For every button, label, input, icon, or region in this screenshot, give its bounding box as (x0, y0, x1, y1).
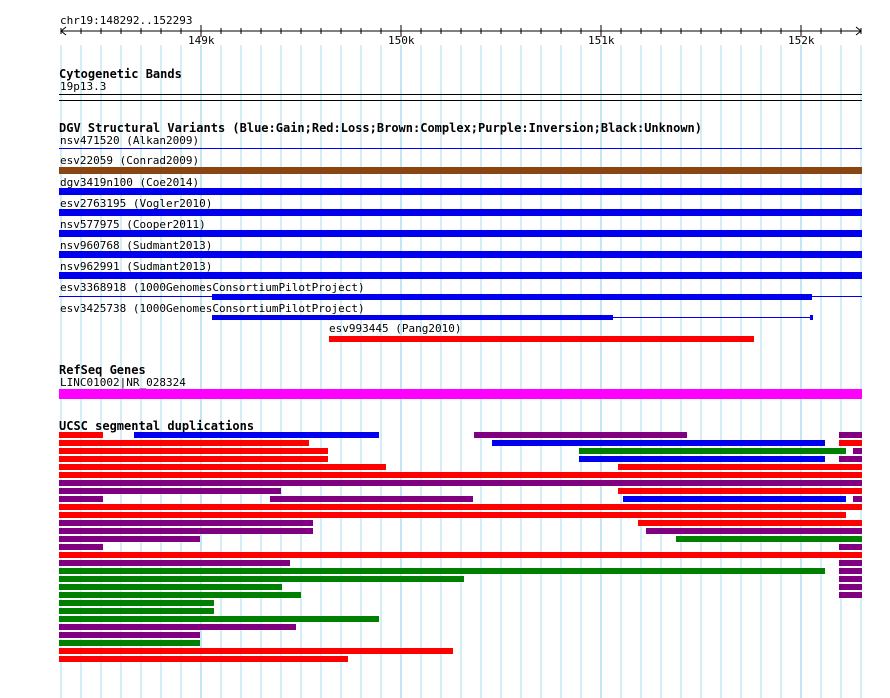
segdup-bar[interactable] (59, 448, 328, 454)
dgv-variant-bar[interactable] (329, 336, 754, 342)
segdup-bar[interactable] (59, 552, 862, 558)
dgv-variant-label: nsv960768 (Sudmant2013) (60, 239, 213, 252)
segdup-bar[interactable] (59, 600, 214, 606)
cytoband-line[interactable] (59, 94, 862, 95)
dgv-track-title: DGV Structural Variants (Blue:Gain;Red:L… (59, 121, 702, 135)
dgv-variant-label: nsv471520 (Alkan2009) (60, 134, 200, 147)
segdup-bar[interactable] (59, 488, 281, 494)
dgv-variant-bar[interactable] (59, 251, 862, 258)
cytoband-label: 19p13.3 (60, 80, 107, 93)
segdup-bar[interactable] (59, 640, 200, 646)
refseq-gene-bar[interactable] (59, 389, 862, 399)
segdup-bar[interactable] (59, 576, 464, 582)
segdup-bar[interactable] (646, 528, 862, 534)
segdup-bar[interactable] (59, 464, 386, 470)
dgv-variant-bar[interactable] (212, 294, 812, 300)
segdup-bar[interactable] (59, 496, 103, 502)
segdup-bar[interactable] (839, 432, 862, 438)
segdup-bar[interactable] (839, 440, 862, 446)
segdup-bar[interactable] (59, 472, 862, 478)
segdup-bar[interactable] (676, 536, 862, 542)
dgv-variant-label: esv3425738 (1000GenomesConsortiumPilotPr… (60, 302, 365, 315)
segdup-bar[interactable] (474, 432, 687, 438)
segdup-bar[interactable] (492, 440, 825, 446)
dgv-variant-label: esv993445 (Pang2010) (329, 322, 462, 335)
dgv-variant-label: nsv577975 (Cooper2011) (60, 218, 206, 231)
segdup-track-title: UCSC segmental duplications (59, 419, 255, 433)
dgv-variant-bar[interactable] (810, 315, 813, 320)
refseq-track-title: RefSeq Genes (59, 363, 146, 377)
segdup-bar[interactable] (134, 432, 379, 438)
segdup-bar[interactable] (59, 656, 348, 662)
dgv-variant-connector[interactable] (613, 317, 811, 318)
segdup-bar[interactable] (59, 648, 453, 654)
segdup-bar[interactable] (59, 608, 214, 614)
segdup-bar[interactable] (59, 512, 846, 518)
refseq-gene-label: LINC01002|NR_028324 (60, 376, 186, 389)
segdup-bar[interactable] (59, 584, 282, 590)
segdup-bar[interactable] (59, 480, 862, 486)
segdup-bar[interactable] (59, 568, 825, 574)
segdup-bar[interactable] (59, 528, 313, 534)
segdup-bar[interactable] (59, 616, 379, 622)
ruler[interactable] (0, 0, 890, 45)
dgv-variant-bar[interactable] (212, 315, 613, 320)
segdup-bar[interactable] (579, 448, 846, 454)
segdup-bar[interactable] (839, 568, 862, 574)
tick-label: 149k (188, 34, 215, 47)
dgv-variant-bar[interactable] (59, 167, 862, 174)
segdup-bar[interactable] (579, 456, 825, 462)
dgv-variant-bar[interactable] (59, 188, 862, 195)
tick-label: 152k (788, 34, 815, 47)
segdup-bar[interactable] (618, 488, 862, 494)
dgv-variant-label: esv2763195 (Vogler2010) (60, 197, 213, 210)
segdup-bar[interactable] (623, 496, 846, 502)
segdup-bar[interactable] (59, 504, 862, 510)
segdup-bar[interactable] (638, 520, 862, 526)
dgv-variant-label: nsv962991 (Sudmant2013) (60, 260, 213, 273)
segdup-bar[interactable] (839, 592, 862, 598)
segdup-bar[interactable] (59, 456, 328, 462)
segdup-bar[interactable] (59, 432, 103, 438)
segdup-bar[interactable] (839, 560, 862, 566)
segdup-bar[interactable] (59, 544, 103, 550)
segdup-bar[interactable] (839, 456, 862, 462)
segdup-bar[interactable] (839, 584, 862, 590)
dgv-variant-bar[interactable] (59, 272, 862, 279)
cytoband-track-title: Cytogenetic Bands (59, 67, 182, 81)
dgv-variant-bar[interactable] (59, 148, 862, 149)
segdup-bar[interactable] (853, 448, 862, 454)
dgv-variant-bar[interactable] (59, 209, 862, 216)
tick-label: 151k (588, 34, 615, 47)
tick-label: 150k (388, 34, 415, 47)
dgv-variant-label: esv22059 (Conrad2009) (60, 154, 200, 167)
segdup-bar[interactable] (839, 544, 862, 550)
dgv-variant-bar[interactable] (59, 230, 862, 237)
genomic-location: chr19:148292..152293 (60, 14, 193, 27)
segdup-bar[interactable] (853, 496, 862, 502)
segdup-bar[interactable] (59, 440, 309, 446)
segdup-bar[interactable] (59, 536, 200, 542)
segdup-bar[interactable] (59, 520, 313, 526)
dgv-variant-label: dgv3419n100 (Coe2014) (60, 176, 200, 189)
segdup-bar[interactable] (59, 632, 200, 638)
segdup-bar[interactable] (59, 624, 296, 630)
cytoband-line[interactable] (59, 100, 862, 101)
segdup-bar[interactable] (618, 464, 862, 470)
segdup-bar[interactable] (270, 496, 473, 502)
segdup-bar[interactable] (59, 592, 301, 598)
segdup-bar[interactable] (839, 576, 862, 582)
segdup-bar[interactable] (59, 560, 290, 566)
dgv-variant-label: esv3368918 (1000GenomesConsortiumPilotPr… (60, 281, 365, 294)
